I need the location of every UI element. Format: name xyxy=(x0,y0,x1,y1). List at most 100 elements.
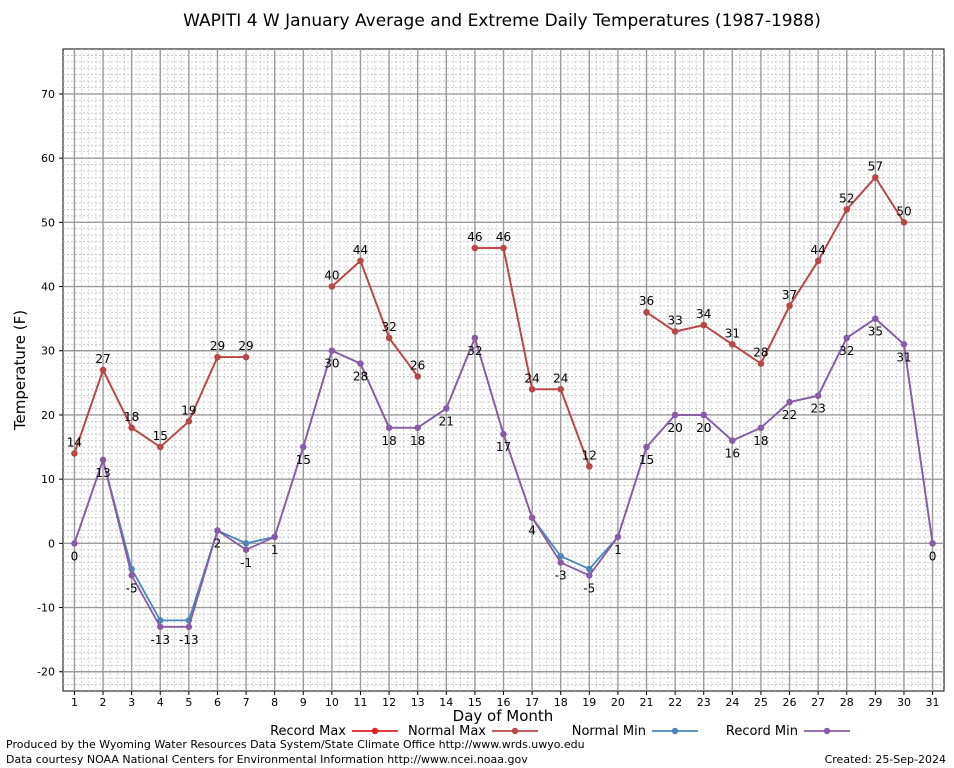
max-data-label: 31 xyxy=(725,326,740,340)
max-data-label: 52 xyxy=(839,192,854,206)
normal-max-point xyxy=(586,463,593,470)
min-data-label: 1 xyxy=(614,543,622,557)
max-data-label: 46 xyxy=(467,230,482,244)
record-min-point xyxy=(614,533,622,541)
min-data-label: 32 xyxy=(839,344,854,358)
min-data-label: -1 xyxy=(240,556,252,570)
max-data-label: 36 xyxy=(639,294,654,308)
normal-max-point xyxy=(500,244,507,252)
record-min-point xyxy=(271,533,278,541)
x-tick-label: 26 xyxy=(783,696,797,709)
legend-swatch-marker xyxy=(823,727,831,735)
record-min-point xyxy=(300,443,307,451)
max-data-label: 37 xyxy=(782,288,797,302)
min-data-label: 0 xyxy=(71,549,79,563)
x-tick-label: 29 xyxy=(868,696,882,709)
record-min-point xyxy=(443,405,450,412)
record-min-point xyxy=(700,411,707,419)
x-tick-label: 23 xyxy=(697,696,711,709)
normal-max-point xyxy=(128,424,135,431)
x-tick-label: 25 xyxy=(754,696,768,709)
max-data-label: 34 xyxy=(696,307,711,321)
min-data-label: -13 xyxy=(150,633,170,647)
min-data-label: 18 xyxy=(381,434,396,448)
x-tick-label: 4 xyxy=(157,696,164,709)
legend-swatch-marker xyxy=(671,727,679,735)
max-data-label: 24 xyxy=(524,371,539,385)
min-data-label: 23 xyxy=(811,402,826,416)
record-min-point xyxy=(357,360,364,367)
min-data-label: 18 xyxy=(753,434,768,448)
min-data-label: 1 xyxy=(271,543,279,557)
min-data-label: -3 xyxy=(555,569,567,583)
record-min-point xyxy=(71,540,78,547)
x-tick-label: 9 xyxy=(300,696,307,709)
x-tick-label: 20 xyxy=(611,696,625,709)
min-data-label: 13 xyxy=(95,466,110,480)
record-min-point xyxy=(99,456,107,464)
record-min-point xyxy=(528,514,536,521)
max-data-label: 32 xyxy=(381,320,396,334)
min-data-label: -5 xyxy=(126,581,138,595)
x-axis-label: Day of Month xyxy=(453,707,554,725)
y-tick-label: 0 xyxy=(48,537,55,550)
normal-min-point xyxy=(557,552,564,560)
x-tick-label: 17 xyxy=(525,696,539,709)
normal-max-point xyxy=(814,257,822,265)
normal-max-point xyxy=(528,386,536,393)
normal-max-point xyxy=(471,244,479,252)
min-data-label: 28 xyxy=(353,370,368,384)
y-tick-label: 60 xyxy=(41,152,55,165)
min-data-label: 35 xyxy=(868,325,883,339)
normal-max-point xyxy=(99,366,107,374)
normal-max-point xyxy=(185,418,193,425)
record-min-point xyxy=(128,572,135,579)
grid xyxy=(63,49,944,691)
record-min-point xyxy=(872,315,879,322)
normal-max-point xyxy=(214,353,221,361)
x-tick-label: 10 xyxy=(325,696,339,709)
normal-max-point xyxy=(242,353,250,361)
max-data-label: 12 xyxy=(582,448,597,462)
x-tick-label: 15 xyxy=(468,696,482,709)
x-tick-label: 8 xyxy=(271,696,278,709)
normal-max-point xyxy=(414,373,421,380)
y-tick-label: -20 xyxy=(37,666,55,679)
legend: Record Max Normal Max Normal Min Record Min xyxy=(270,724,850,739)
x-tick-label: 6 xyxy=(214,696,221,709)
normal-max-point xyxy=(157,443,164,451)
max-data-label: 33 xyxy=(667,313,682,327)
legend-label: Record Min xyxy=(726,724,798,739)
normal-max-point xyxy=(643,309,650,316)
max-data-label: 19 xyxy=(181,403,196,417)
y-tick-label: 70 xyxy=(41,88,55,101)
max-data-label: 44 xyxy=(353,243,368,257)
normal-max-point xyxy=(872,174,879,181)
normal-max-line xyxy=(331,259,419,377)
record-min-point xyxy=(643,443,650,451)
chart-title: WAPITI 4 W January Average and Extreme D… xyxy=(183,11,821,31)
record-min-point xyxy=(557,559,564,566)
record-min-point xyxy=(814,392,822,399)
max-data-label: 14 xyxy=(67,435,82,449)
x-tick-label: 18 xyxy=(554,696,568,709)
max-data-label: 28 xyxy=(753,346,768,360)
normal-max-point xyxy=(71,450,78,457)
min-data-label: 18 xyxy=(410,434,425,448)
footer-produced-by: Produced by the Wyoming Water Resources … xyxy=(6,738,585,751)
normal-max-point xyxy=(729,341,736,348)
footer-created-date: Created: 25-Sep-2024 xyxy=(824,753,946,766)
normal-max-point xyxy=(786,302,793,309)
min-data-label: 30 xyxy=(324,357,339,371)
max-data-label: 29 xyxy=(210,339,225,353)
max-data-label: 57 xyxy=(868,159,883,173)
y-axis: -20 -10 0 10 20 30 40 50 60 70 xyxy=(37,88,63,679)
legend-label: Normal Min xyxy=(572,724,646,739)
record-min-point xyxy=(242,546,250,553)
y-tick-label: 20 xyxy=(41,409,55,422)
normal-max-point xyxy=(557,386,564,393)
x-tick-label: 22 xyxy=(668,696,682,709)
x-tick-label: 19 xyxy=(582,696,596,709)
